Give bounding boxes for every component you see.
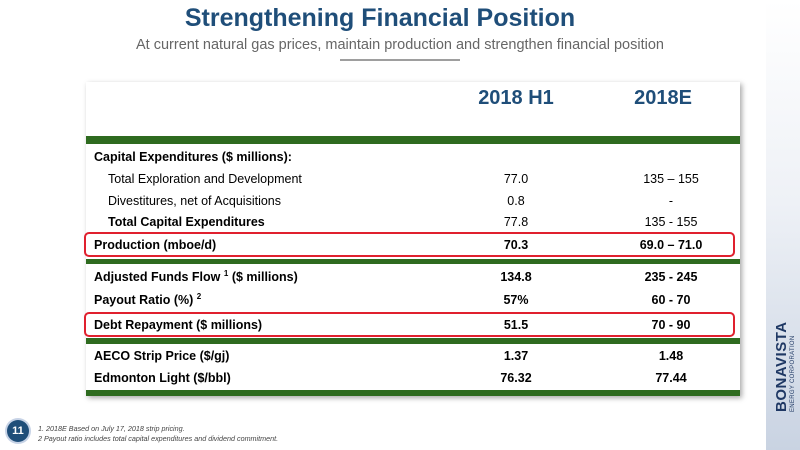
footnotes: 1. 2018E Based on July 17, 2018 strip pr… bbox=[38, 424, 278, 444]
cell-2018e: 135 – 155 bbox=[643, 172, 699, 186]
row-label: Edmonton Light ($/bbl) bbox=[94, 371, 231, 385]
footnote-1: 1. 2018E Based on July 17, 2018 strip pr… bbox=[38, 424, 185, 433]
cell-2018e: 70 - 90 bbox=[651, 318, 691, 332]
row-label: AECO Strip Price ($/gj) bbox=[94, 349, 230, 363]
row-label: Total Exploration and Development bbox=[108, 172, 302, 186]
row-label: Capital Expenditures ($ millions): bbox=[94, 150, 292, 164]
row-label: Total Capital Expenditures bbox=[108, 215, 265, 229]
table-row-production: Production (mboe/d) 70.3 69.0 – 71.0 bbox=[86, 234, 740, 256]
section-divider-bar bbox=[86, 338, 740, 344]
cell-2018-h1: 0.8 bbox=[507, 194, 525, 208]
bonavista-logo: BONAVISTA ENERGY CORPORATION bbox=[744, 321, 800, 412]
footnote-2: 2 Payout ratio includes total capital ex… bbox=[38, 434, 279, 443]
debt-highlight-box bbox=[84, 312, 735, 337]
cell-2018e: 1.48 bbox=[658, 349, 684, 363]
column-header-2018-h1: 2018 H1 bbox=[478, 87, 554, 109]
table-row-adjusted-funds-flow: Adjusted Funds Flow 1 ($ millions) 134.8… bbox=[86, 266, 740, 288]
cell-2018-h1: 57% bbox=[503, 293, 529, 307]
logo-wordmark: BONAVISTA bbox=[772, 321, 790, 412]
table-row-total-capex: Total Capital Expenditures 77.8 135 - 15… bbox=[86, 211, 740, 233]
page-number-badge: 11 bbox=[7, 420, 29, 442]
table-row-edmonton-light: Edmonton Light ($/bbl) 76.32 77.44 bbox=[86, 367, 740, 389]
section-divider-bar bbox=[86, 259, 740, 264]
table-bottom-bar bbox=[86, 390, 740, 396]
row-label: Adjusted Funds Flow 1 ($ millions) bbox=[94, 268, 298, 284]
table-row-debt-repayment: Debt Repayment ($ millions) 51.5 70 - 90 bbox=[86, 314, 740, 336]
row-label: Debt Repayment ($ millions) bbox=[94, 318, 263, 332]
header-divider-bar bbox=[86, 136, 740, 144]
cell-2018-h1: 1.37 bbox=[503, 349, 529, 363]
logo-tagline: ENERGY CORPORATION bbox=[789, 335, 796, 412]
row-label: Payout Ratio (%) 2 bbox=[94, 291, 202, 307]
cell-2018e: 69.0 – 71.0 bbox=[639, 238, 703, 252]
slide-title: Strengthening Financial Position bbox=[184, 4, 576, 32]
side-gradient-strip bbox=[766, 0, 800, 450]
slide-subtitle: At current natural gas prices, maintain … bbox=[136, 37, 664, 53]
production-highlight-box bbox=[84, 232, 735, 257]
cell-2018-h1: 51.5 bbox=[503, 318, 529, 332]
cell-2018-h1: 77.0 bbox=[503, 172, 529, 186]
cell-2018e: 235 - 245 bbox=[644, 270, 698, 284]
cell-2018e: - bbox=[668, 194, 674, 208]
row-label: Production (mboe/d) bbox=[94, 238, 217, 252]
cell-2018-h1: 76.32 bbox=[500, 371, 532, 385]
table-row-payout-ratio: Payout Ratio (%) 2 57% 60 - 70 bbox=[86, 289, 740, 311]
table-row-divestitures: Divestitures, net of Acquisitions 0.8 - bbox=[86, 190, 740, 212]
table-row-capex-heading: Capital Expenditures ($ millions): bbox=[86, 146, 740, 168]
cell-2018-h1: 70.3 bbox=[503, 238, 529, 252]
cell-2018-h1: 77.8 bbox=[503, 215, 529, 229]
cell-2018-h1: 134.8 bbox=[500, 270, 532, 284]
table-row-aeco-strip-price: AECO Strip Price ($/gj) 1.37 1.48 bbox=[86, 345, 740, 367]
cell-2018e: 135 - 155 bbox=[644, 215, 698, 229]
subtitle-underline bbox=[340, 59, 460, 61]
table-row-exploration-development: Total Exploration and Development 77.0 1… bbox=[86, 168, 740, 190]
cell-2018e: 60 - 70 bbox=[651, 293, 691, 307]
row-label: Divestitures, net of Acquisitions bbox=[108, 194, 281, 208]
column-header-2018e: 2018E bbox=[634, 87, 692, 109]
cell-2018e: 77.44 bbox=[655, 371, 687, 385]
